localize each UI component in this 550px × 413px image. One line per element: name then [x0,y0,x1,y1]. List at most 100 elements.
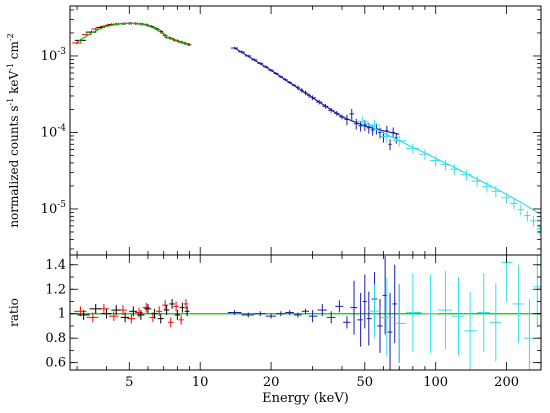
ratio-data-point [317,303,327,317]
ratio-data-point [275,311,286,317]
ratio-data-point [380,278,394,357]
ratio-data-point [489,283,502,362]
ratio-data-point [309,310,318,323]
spectrum-y-axis-label: normalized counts s-1 keV-1 cm-2 [6,33,21,227]
ratio-panel [70,255,542,370]
spectrum-data-point [530,215,537,227]
y-tick-label: 10-3 [41,47,67,64]
ratio-data-point [392,264,397,344]
ratio-data-point [86,312,99,323]
ratio-data-point [167,317,174,328]
spectrum-data-point [471,176,483,188]
spectrum-data-point [358,120,363,132]
ratio-data-point [350,280,358,335]
spectrum-data-point [368,120,381,131]
ratio-data-point [464,291,477,370]
ratio-data-point [151,308,158,319]
ratio-data-point [129,306,138,317]
ratio-data-point [135,307,143,318]
ratio-data-point [301,308,310,314]
ratio-data-point [77,310,90,320]
ratio-data-point [162,300,168,311]
x-tick-label: 10 [192,375,209,390]
x-tick-label: 20 [263,375,280,390]
spectrum-data-point [91,27,100,31]
ratio-data-point [393,284,407,363]
ratio-data-point [343,316,351,329]
ratio-tick-label: 0.8 [45,331,66,346]
spectrum-plot-frame [69,5,542,256]
spectrum-data-point [72,41,82,45]
spectrum-data-point [517,204,525,216]
ratio-data-point [120,312,130,323]
ratio-data-point [387,292,393,370]
ratio-data-point [293,312,302,318]
ratio-data-point [227,310,242,315]
spectrum-data-point [394,132,398,144]
ratio-data-point [111,305,121,315]
x-tick-label: 100 [423,375,448,390]
x-tick-label: 200 [494,375,519,390]
spectrum-data-point [349,108,355,120]
ratio-data-point [108,311,119,322]
ratio-data-point [127,313,136,324]
y-tick-label: 10-4 [41,123,67,140]
ratio-data-point [451,277,465,356]
ratio-data-point [366,291,372,346]
spectrum-data-point [510,198,518,210]
x-tick-label: 50 [357,375,374,390]
ratio-data-point [157,313,164,324]
ratio-data-point [368,284,381,339]
spectrum-data-point [491,186,502,198]
ratio-tick-label: 1 [58,307,66,322]
y-tick-label: 10-5 [41,200,67,217]
ratio-data-point [265,313,276,319]
ratio-data-point [163,305,170,315]
ratio-data-point [533,255,542,326]
ratio-data-point [144,303,152,314]
ratio-data-point [101,308,112,319]
ratio-y-axis-label: ratio [7,298,21,327]
ratio-data-point [476,273,490,352]
ratio-data-point [241,312,255,318]
ratio-data-point [179,302,185,313]
ratio-data-point [174,310,180,320]
spectrum-data-point [430,155,441,167]
model-line [362,120,542,215]
ratio-data-point [335,300,344,313]
ratio-data-point [254,311,266,317]
model-line [76,22,190,46]
spectrum-data-point [354,118,359,130]
ratio-data-point [437,270,452,350]
ratio-tick-label: 1.4 [45,258,66,273]
ratio-data-point [357,292,363,347]
ratio-data-point [362,274,367,329]
ratio-data-point [421,274,438,353]
ratio-tick-label: 0.6 [45,356,66,371]
model-line [234,47,400,135]
ratio-data-point [178,314,184,325]
spectrum-data-point [388,139,392,151]
ratio-data-point [406,273,422,352]
ratio-data-point [285,310,294,315]
ratio-data-point [377,299,383,353]
ratio-data-point [169,299,175,309]
x-tick-label: 5 [125,375,133,390]
ratio-data-point [524,299,534,370]
ratio-data-point [183,299,189,309]
spectrum-data-point [406,143,419,155]
x-axis-label: Energy (keV) [262,391,349,406]
spectrum-panel [72,22,543,235]
ratio-data-point [512,264,525,344]
ratio-data-point [173,301,179,312]
ratio-data-point [137,310,145,320]
ratio-tick-label: 1.2 [45,282,66,297]
ratio-data-point [184,306,190,317]
ratio-plot-frame [69,254,542,371]
ratio-data-point [326,311,336,324]
ratio-data-point [156,306,163,317]
axes-layer: 10-5 10-4 10-3 0.6 0.8 1 1.2 1.4 5 10 20 50 100 200 En… [6,5,542,406]
ratio-data-point [89,303,102,314]
ratio-data-point [142,302,150,313]
